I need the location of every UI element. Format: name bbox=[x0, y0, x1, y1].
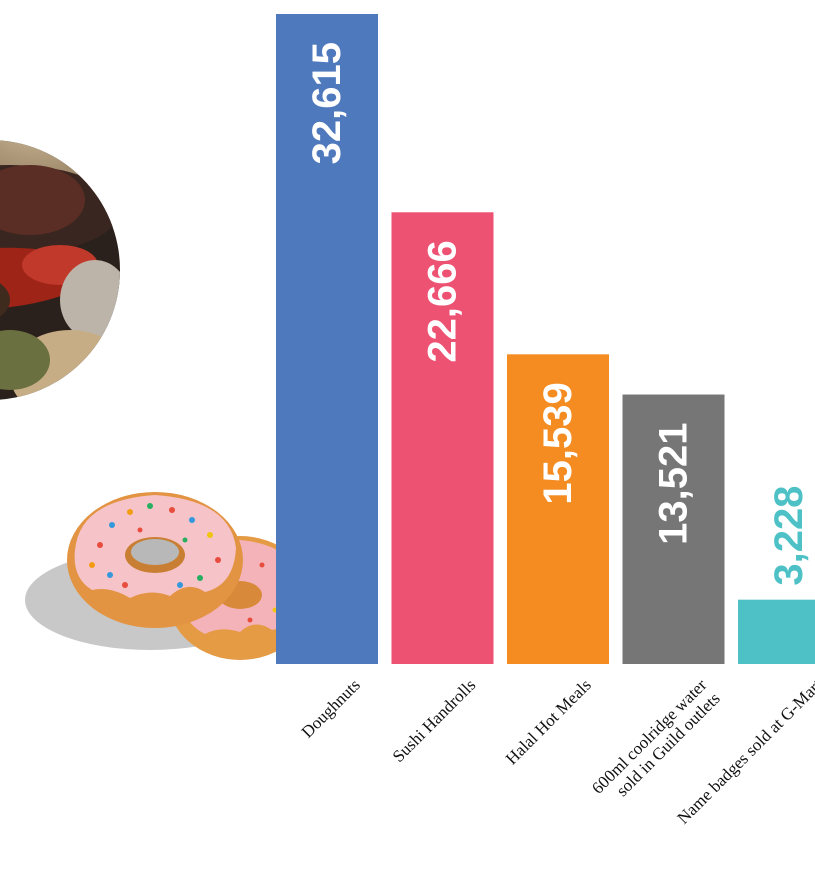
category-label-1-line-0: Sushi Handrolls bbox=[389, 675, 480, 766]
category-labels: Doughnuts Sushi Handrolls Halal Hot Meals6… bbox=[298, 675, 815, 828]
bar-4 bbox=[738, 599, 815, 664]
value-label-2: 15,539 bbox=[536, 382, 580, 504]
category-label-2-line-0: Halal Hot Meals bbox=[502, 675, 595, 768]
value-label-1: 22,666 bbox=[421, 240, 465, 362]
value-label-0: 32,615 bbox=[305, 42, 349, 164]
category-label-2: Halal Hot Meals bbox=[502, 675, 595, 768]
category-label-1: Sushi Handrolls bbox=[389, 675, 480, 766]
category-label-0: Doughnuts bbox=[298, 675, 364, 741]
bar-3 bbox=[622, 394, 725, 664]
category-label-0-line-0: Doughnuts bbox=[298, 675, 364, 741]
bar-1 bbox=[391, 212, 494, 665]
category-label-3-line-0: 600ml coolridge water bbox=[588, 675, 710, 797]
doughnut-illustration bbox=[25, 492, 312, 660]
bar-2 bbox=[507, 354, 609, 664]
bar-0 bbox=[276, 14, 378, 664]
value-label-3: 13,521 bbox=[652, 423, 696, 545]
bars-layer: 32,615 22,666 15,539 13,521 3,228 bbox=[276, 14, 815, 665]
value-label-4: 3,228 bbox=[767, 486, 811, 586]
sandwich-photo bbox=[0, 140, 120, 400]
front-doughnut bbox=[67, 492, 243, 628]
